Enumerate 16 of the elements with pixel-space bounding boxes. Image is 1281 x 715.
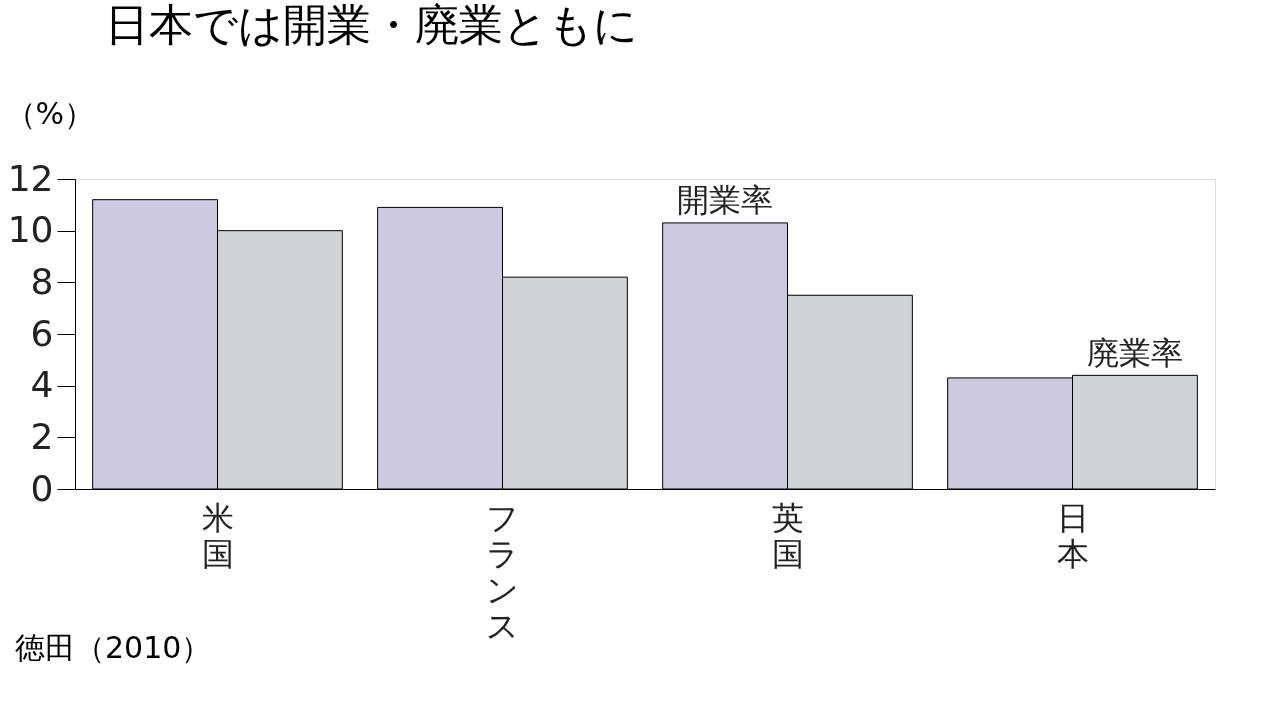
chart-title: 日本では開業・廃業ともに <box>105 0 638 50</box>
text: 徳田（2010） <box>15 630 212 665</box>
y-tick-label: 0 <box>30 467 54 509</box>
y-tick-label: 10 <box>7 209 54 251</box>
y-axis-title: （%） <box>5 95 95 131</box>
y-tick-label: 6 <box>30 312 54 354</box>
series-label: 廃業率 <box>1086 333 1183 372</box>
x-tick-label: 米国 <box>201 498 234 573</box>
y-tick-label: 8 <box>30 260 54 302</box>
x-tick-label: 英国 <box>771 498 804 573</box>
y-tick-label: 4 <box>30 364 54 406</box>
x-tick-label: 日本 <box>1056 498 1089 573</box>
y-tick-label: 12 <box>7 157 54 199</box>
x-tick-label: フランス <box>486 498 519 645</box>
series-label: 開業率 <box>677 181 774 220</box>
y-tick-label: 2 <box>30 415 54 457</box>
